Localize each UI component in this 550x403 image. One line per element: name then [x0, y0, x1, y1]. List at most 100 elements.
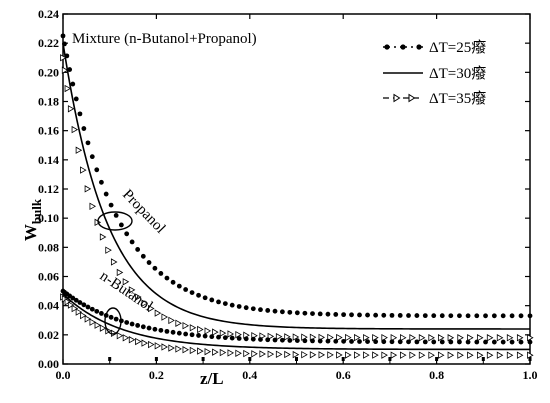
data-point	[381, 312, 387, 318]
x-tick-label: 1.0	[523, 368, 538, 382]
data-point	[113, 212, 119, 218]
data-point	[135, 337, 142, 346]
series-propanol-0	[60, 33, 533, 319]
series-line	[62, 43, 530, 330]
data-point	[99, 233, 107, 241]
data-point	[183, 287, 189, 292]
data-point	[113, 316, 119, 322]
data-point	[418, 334, 426, 342]
bottom-mark	[528, 357, 532, 361]
data-point	[158, 271, 164, 276]
data-point	[418, 351, 426, 359]
data-point	[474, 339, 480, 345]
y-tick-label: 0.04	[38, 299, 59, 313]
y-tick-label: 0.10	[38, 211, 59, 225]
data-point	[99, 324, 107, 332]
data-point	[309, 351, 317, 359]
data-point	[491, 313, 497, 319]
data-point	[354, 351, 361, 359]
data-point	[94, 321, 102, 329]
data-point	[94, 308, 100, 314]
y-tick-label: 0.00	[38, 357, 59, 371]
data-point	[196, 333, 201, 338]
data-point	[189, 332, 195, 338]
data-point	[197, 347, 204, 355]
x-tick-label: 0.4	[242, 368, 257, 382]
y-tick-label: 0.02	[38, 328, 59, 342]
data-point	[496, 334, 504, 342]
data-point	[349, 339, 354, 344]
data-point	[341, 312, 347, 318]
data-point	[406, 313, 411, 318]
data-point	[447, 334, 455, 342]
data-point	[60, 33, 66, 39]
bottom-marks	[108, 357, 532, 361]
data-point	[89, 202, 97, 210]
data-point	[448, 339, 454, 345]
data-point	[439, 339, 445, 345]
data-point	[483, 313, 488, 319]
data-point	[158, 327, 164, 333]
data-point	[204, 347, 212, 356]
data-point	[265, 308, 271, 313]
data-point	[71, 125, 79, 134]
data-point	[108, 202, 114, 208]
data-point	[94, 167, 100, 173]
data-point	[85, 304, 91, 310]
data-point	[506, 351, 514, 359]
data-point	[465, 339, 471, 345]
data-point	[61, 66, 69, 74]
data-point	[183, 331, 189, 337]
data-point	[135, 323, 141, 328]
data-point	[175, 345, 182, 353]
data-point	[365, 339, 370, 344]
data-point	[216, 299, 221, 305]
data-point	[148, 304, 155, 313]
data-point	[275, 350, 283, 359]
data-point	[116, 268, 124, 277]
data-point	[122, 278, 130, 286]
data-point	[189, 346, 197, 355]
data-point	[75, 146, 83, 154]
data-point	[243, 336, 249, 342]
series-line	[62, 293, 530, 351]
data-point	[527, 339, 533, 345]
bottom-mark	[248, 357, 252, 361]
data-point	[267, 350, 275, 358]
data-point	[161, 313, 168, 321]
data-point	[250, 336, 256, 342]
data-point	[414, 313, 420, 318]
data-point	[189, 290, 195, 295]
data-point	[148, 340, 155, 349]
x-axis-label: z/L	[200, 369, 224, 388]
series-propanol-2	[60, 54, 534, 342]
data-point	[67, 67, 73, 72]
data-point	[164, 275, 170, 281]
data-point	[129, 321, 135, 327]
data-point	[428, 351, 435, 359]
data-point	[124, 231, 130, 237]
data-point	[216, 334, 221, 340]
data-point	[89, 154, 95, 160]
data-point	[284, 333, 291, 341]
data-point	[197, 325, 204, 334]
data-point	[176, 283, 182, 289]
data-point	[154, 309, 162, 317]
data-point	[457, 313, 462, 319]
data-point	[483, 339, 488, 345]
data-point	[275, 332, 283, 341]
data-point	[527, 313, 533, 319]
propanol-ellipse	[97, 211, 133, 231]
data-point	[486, 351, 494, 359]
data-point	[73, 96, 79, 102]
data-point	[227, 349, 235, 357]
data-point	[431, 313, 437, 319]
data-point	[336, 351, 343, 359]
data-point	[357, 312, 362, 318]
data-point	[176, 330, 182, 336]
data-point	[357, 339, 362, 344]
data-point	[474, 313, 480, 319]
data-point	[67, 301, 75, 309]
data-point	[80, 311, 87, 320]
x-tick-label: 0.2	[149, 368, 164, 382]
